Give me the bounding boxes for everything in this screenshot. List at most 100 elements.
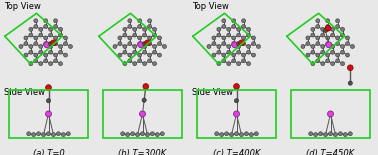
Circle shape bbox=[227, 33, 231, 37]
Circle shape bbox=[49, 33, 53, 37]
Circle shape bbox=[336, 42, 339, 46]
Circle shape bbox=[311, 44, 315, 49]
Circle shape bbox=[345, 36, 350, 40]
Circle shape bbox=[51, 133, 56, 137]
Circle shape bbox=[29, 27, 33, 31]
Circle shape bbox=[311, 62, 315, 66]
Bar bbox=[9, 90, 88, 138]
Circle shape bbox=[59, 62, 62, 66]
Circle shape bbox=[321, 62, 325, 66]
Circle shape bbox=[222, 24, 226, 29]
Circle shape bbox=[158, 42, 161, 46]
Circle shape bbox=[148, 24, 152, 29]
Circle shape bbox=[59, 27, 62, 31]
Circle shape bbox=[311, 33, 315, 37]
Circle shape bbox=[232, 36, 236, 40]
Circle shape bbox=[326, 19, 330, 23]
Circle shape bbox=[46, 85, 51, 90]
Circle shape bbox=[306, 42, 310, 46]
Circle shape bbox=[32, 133, 36, 137]
Circle shape bbox=[227, 62, 231, 66]
Circle shape bbox=[336, 59, 339, 63]
Circle shape bbox=[123, 62, 127, 66]
Circle shape bbox=[336, 36, 339, 40]
Circle shape bbox=[338, 132, 342, 136]
Circle shape bbox=[326, 36, 330, 40]
Circle shape bbox=[143, 44, 147, 49]
Circle shape bbox=[29, 44, 33, 49]
Circle shape bbox=[222, 36, 226, 40]
Circle shape bbox=[44, 42, 48, 46]
Circle shape bbox=[326, 24, 330, 29]
Circle shape bbox=[59, 44, 62, 49]
Circle shape bbox=[125, 133, 130, 137]
Circle shape bbox=[128, 59, 132, 63]
Circle shape bbox=[133, 44, 137, 49]
Circle shape bbox=[336, 19, 339, 23]
Circle shape bbox=[29, 50, 33, 54]
Circle shape bbox=[44, 24, 48, 29]
Circle shape bbox=[54, 19, 57, 23]
Circle shape bbox=[66, 132, 70, 136]
Circle shape bbox=[133, 50, 137, 54]
Circle shape bbox=[54, 59, 57, 63]
Circle shape bbox=[34, 24, 38, 29]
Circle shape bbox=[251, 42, 256, 46]
Circle shape bbox=[153, 50, 156, 54]
Circle shape bbox=[148, 53, 152, 57]
Text: (b) T=300K: (b) T=300K bbox=[118, 149, 167, 155]
Circle shape bbox=[234, 111, 240, 117]
Circle shape bbox=[64, 53, 68, 57]
Circle shape bbox=[316, 42, 320, 46]
Circle shape bbox=[319, 132, 322, 136]
Circle shape bbox=[314, 133, 318, 137]
Circle shape bbox=[163, 44, 166, 49]
Circle shape bbox=[138, 42, 144, 48]
Circle shape bbox=[128, 36, 132, 40]
Circle shape bbox=[350, 44, 355, 49]
Circle shape bbox=[128, 53, 132, 57]
Circle shape bbox=[215, 132, 218, 136]
Circle shape bbox=[309, 132, 313, 136]
Circle shape bbox=[246, 27, 251, 31]
Circle shape bbox=[143, 62, 147, 66]
Circle shape bbox=[54, 24, 57, 29]
Circle shape bbox=[142, 98, 146, 102]
Circle shape bbox=[118, 42, 122, 46]
Circle shape bbox=[347, 65, 353, 71]
Circle shape bbox=[251, 36, 256, 40]
Circle shape bbox=[242, 24, 246, 29]
Circle shape bbox=[237, 27, 241, 31]
Circle shape bbox=[336, 24, 339, 29]
Circle shape bbox=[306, 53, 310, 57]
Circle shape bbox=[321, 27, 325, 31]
Circle shape bbox=[131, 132, 135, 136]
Circle shape bbox=[232, 42, 236, 46]
Circle shape bbox=[239, 40, 245, 46]
Circle shape bbox=[331, 27, 335, 31]
Circle shape bbox=[240, 133, 243, 137]
Circle shape bbox=[128, 42, 132, 46]
Circle shape bbox=[217, 50, 221, 54]
Circle shape bbox=[128, 19, 132, 23]
Circle shape bbox=[326, 42, 332, 48]
Circle shape bbox=[133, 33, 137, 37]
Circle shape bbox=[46, 99, 51, 103]
Circle shape bbox=[254, 132, 258, 136]
Circle shape bbox=[257, 44, 260, 49]
Circle shape bbox=[234, 84, 239, 89]
Circle shape bbox=[341, 33, 345, 37]
Circle shape bbox=[331, 50, 335, 54]
Circle shape bbox=[143, 84, 149, 89]
Circle shape bbox=[133, 62, 137, 66]
Circle shape bbox=[207, 44, 211, 49]
Circle shape bbox=[34, 53, 38, 57]
Circle shape bbox=[212, 36, 216, 40]
Circle shape bbox=[49, 44, 53, 49]
Circle shape bbox=[113, 44, 117, 49]
Circle shape bbox=[24, 36, 28, 40]
Circle shape bbox=[242, 53, 246, 57]
Circle shape bbox=[217, 33, 221, 37]
Circle shape bbox=[327, 111, 333, 117]
Circle shape bbox=[29, 62, 33, 66]
